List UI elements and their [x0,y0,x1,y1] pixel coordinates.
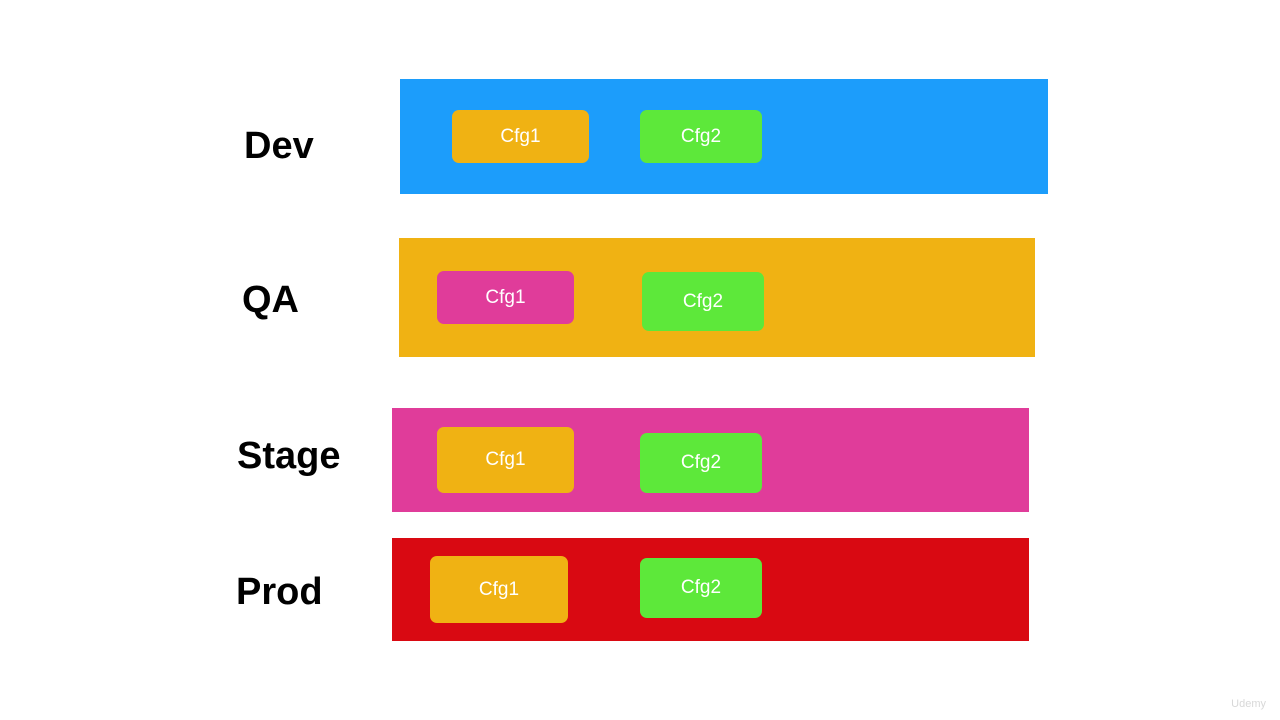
config-box: Cfg2 [640,558,762,618]
config-box: Cfg1 [437,427,574,493]
config-box: Cfg2 [640,433,762,493]
config-box: Cfg1 [437,271,574,324]
row-label: Stage [237,435,341,477]
config-box: Cfg2 [640,110,762,163]
watermark: Udemy [1231,698,1266,710]
config-box: Cfg1 [452,110,589,163]
config-box: Cfg1 [430,556,568,623]
row-label: Prod [236,571,323,613]
row-label: QA [242,279,299,321]
config-box: Cfg2 [642,272,764,331]
row-label: Dev [244,125,314,167]
